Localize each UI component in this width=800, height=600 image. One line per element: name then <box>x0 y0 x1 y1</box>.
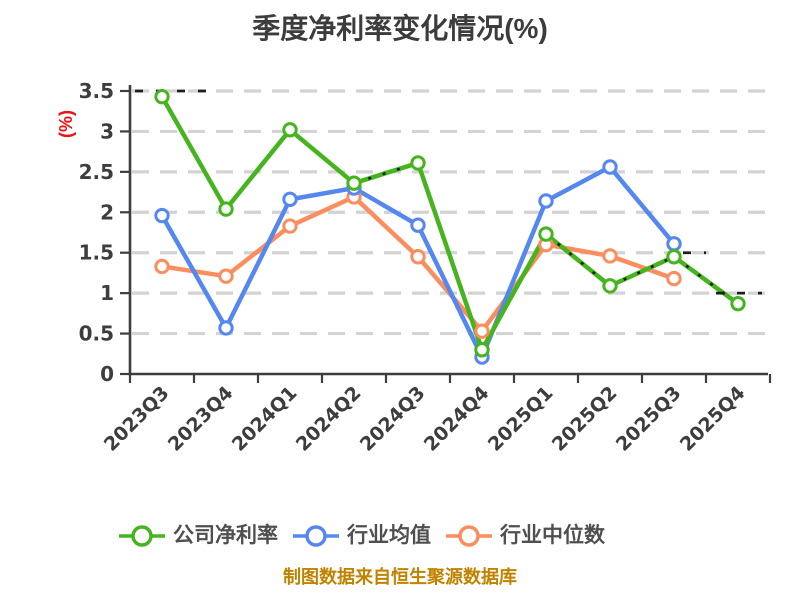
data-point-行业均值-2025Q1 <box>538 193 554 209</box>
x-axis-tick-label: 2023Q4 <box>164 382 238 456</box>
x-axis-tick-label: 2025Q2 <box>548 382 622 456</box>
data-source-note: 制图数据来自恒生聚源数据库 <box>283 567 517 587</box>
x-axis-tick-label: 2024Q1 <box>228 382 302 456</box>
x-axis-tick-label: 2025Q3 <box>612 382 686 456</box>
data-point-行业均值-2023Q3 <box>154 207 170 224</box>
y-axis-tick-label: 0.5 <box>79 322 114 346</box>
legend-item-行业均值[interactable]: 行业均值 <box>293 523 431 549</box>
y-axis-tick-label: 1 <box>100 281 114 305</box>
y-axis-tick-label: 2 <box>100 200 114 224</box>
x-axis-tick-label: 2025Q4 <box>676 382 750 456</box>
y-axis-tick-label: 3 <box>100 119 114 143</box>
y-axis-tick-label: 2.5 <box>79 160 114 184</box>
data-point-行业均值-2025Q2 <box>602 159 618 175</box>
legend-marker-icon <box>293 525 339 547</box>
legend-label: 行业中位数 <box>500 524 605 547</box>
data-point-公司净利率-2023Q4 <box>218 201 234 217</box>
y-axis-tick-label: 0 <box>100 362 114 386</box>
data-point-公司净利率-2023Q3 <box>154 88 170 105</box>
data-point-行业中位数-2024Q4 <box>474 323 490 339</box>
data-point-公司净利率-2024Q1 <box>282 122 298 138</box>
data-point-公司净利率-2025Q1 <box>538 226 554 242</box>
data-point-公司净利率-2024Q2 <box>346 175 362 191</box>
data-point-行业均值-2025Q3 <box>666 236 682 252</box>
data-point-行业中位数-2025Q2 <box>602 248 618 264</box>
data-point-行业均值-2024Q1 <box>282 191 298 208</box>
legend-marker-icon <box>119 525 165 547</box>
data-point-行业中位数-2023Q3 <box>154 258 170 275</box>
data-point-行业中位数-2025Q3 <box>666 270 682 287</box>
y-axis-tick-label: 3.5 <box>79 79 114 103</box>
data-point-公司净利率-2024Q3 <box>410 155 426 171</box>
data-point-行业中位数-2023Q4 <box>218 268 234 284</box>
x-axis-tick-label: 2024Q2 <box>292 382 366 456</box>
data-point-公司净利率-2024Q4 <box>474 342 490 358</box>
legend-label: 公司净利率 <box>173 524 278 547</box>
data-point-公司净利率-2025Q3 <box>666 249 682 265</box>
series-line-公司净利率 <box>159 94 741 352</box>
legend-item-公司净利率[interactable]: 公司净利率 <box>119 523 278 549</box>
data-point-行业均值-2024Q3 <box>410 217 426 233</box>
data-point-行业中位数-2024Q1 <box>282 218 298 234</box>
data-point-公司净利率-2025Q2 <box>602 278 618 294</box>
data-point-行业均值-2023Q4 <box>218 320 234 336</box>
x-axis-tick-label: 2023Q3 <box>100 382 174 456</box>
data-point-行业中位数-2024Q3 <box>410 249 426 265</box>
y-axis-tick-label: 1.5 <box>79 241 114 265</box>
legend-item-行业中位数[interactable]: 行业中位数 <box>446 523 605 549</box>
chart-title: 季度净利率变化情况(%) <box>252 13 548 44</box>
x-axis-tick-label: 2024Q4 <box>420 382 494 456</box>
data-point-公司净利率-2025Q4 <box>730 295 746 312</box>
legend-marker-icon <box>446 525 492 547</box>
x-axis-tick-label: 2024Q3 <box>356 382 430 456</box>
legend-label: 行业均值 <box>347 524 431 547</box>
x-axis-tick-label: 2025Q1 <box>484 382 558 456</box>
chart-legend: 公司净利率 行业均值 行业中位数 <box>0 514 724 558</box>
